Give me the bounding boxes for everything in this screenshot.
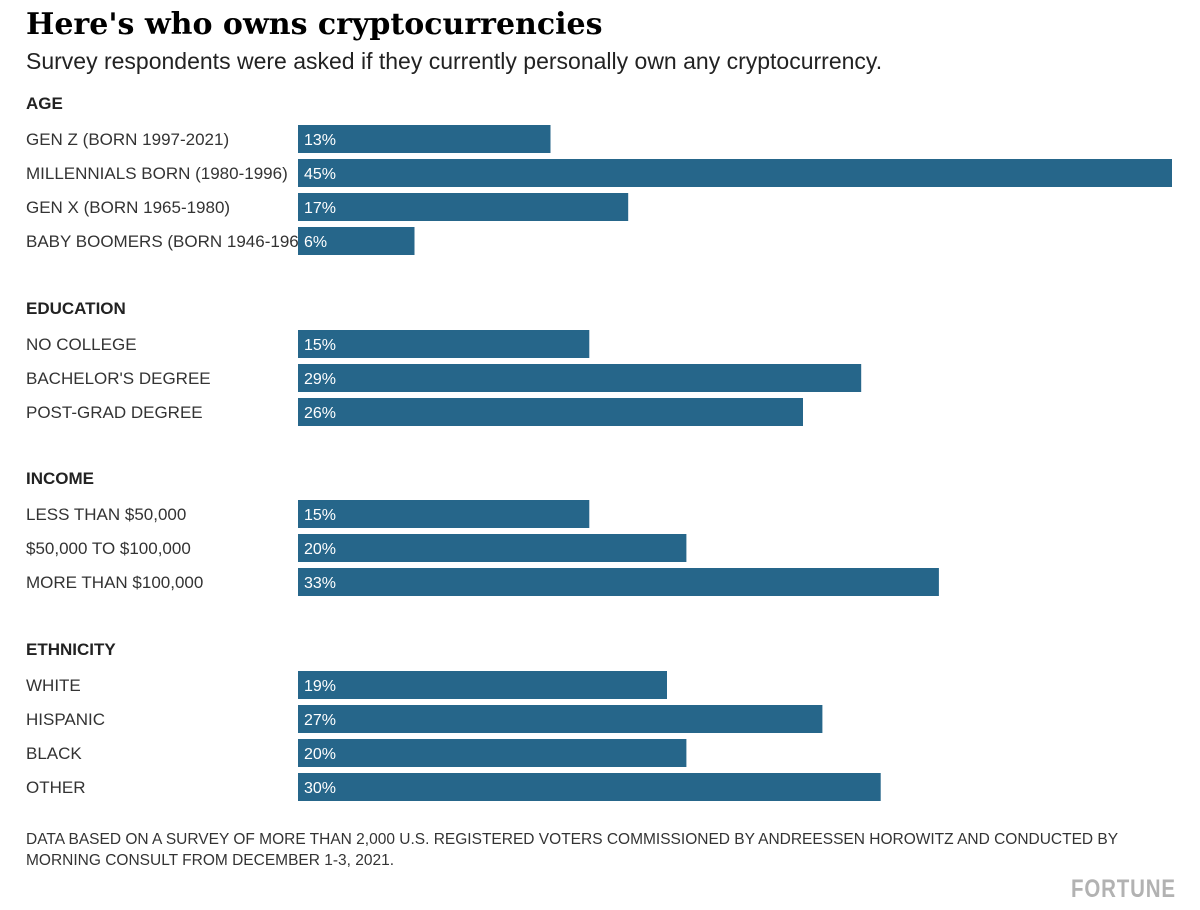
bar xyxy=(298,568,939,596)
category-label: HISPANIC xyxy=(26,710,105,729)
fortune-logo: FORTUNE xyxy=(1071,875,1176,903)
category-label: GEN Z (BORN 1997-2021) xyxy=(26,130,229,149)
bar-chart: AGE GEN Z (BORN 1997-2021) 13% MILLENNIALS … xyxy=(26,94,1172,801)
group-label-ethnicity: ETHNICITY xyxy=(26,640,116,659)
bar xyxy=(298,125,551,153)
bar-value-label: 15% xyxy=(304,507,336,524)
bar-value-label: 15% xyxy=(304,337,336,354)
bar-value-label: 26% xyxy=(304,405,336,422)
bar-group-income: INCOME LESS THAN $50,000 15% $50,000 TO $10… xyxy=(26,469,939,596)
bar xyxy=(298,330,590,358)
chart-subtitle: Survey respondents were asked if they cu… xyxy=(26,48,883,74)
bar-value-label: 30% xyxy=(304,780,336,797)
bar xyxy=(298,193,629,221)
category-label: $50,000 TO $100,000 xyxy=(26,539,191,558)
bar-value-label: 6% xyxy=(304,234,327,251)
category-label: LESS THAN $50,000 xyxy=(26,505,186,524)
category-label: POST-GRAD DEGREE xyxy=(26,403,203,422)
bar-value-label: 17% xyxy=(304,200,336,217)
bar xyxy=(298,534,687,562)
bar xyxy=(298,398,803,426)
bar-value-label: 45% xyxy=(304,166,336,183)
category-label: MILLENNIALS BORN (1980-1996) xyxy=(26,164,288,183)
category-label: BABY BOOMERS (BORN 1946-1964) xyxy=(26,232,314,251)
category-label: GEN X (BORN 1965-1980) xyxy=(26,198,230,217)
bar-value-label: 20% xyxy=(304,541,336,558)
bar xyxy=(298,671,667,699)
source-footnote: DATA BASED ON A SURVEY OF MORE THAN 2,00… xyxy=(26,831,1118,869)
category-label: NO COLLEGE xyxy=(26,335,137,354)
bar xyxy=(298,500,590,528)
bar-value-label: 20% xyxy=(304,746,336,763)
bar-group-age: AGE GEN Z (BORN 1997-2021) 13% MILLENNIALS … xyxy=(26,94,1172,255)
bar-value-label: 29% xyxy=(304,371,336,388)
bar xyxy=(298,159,1172,187)
bar-value-label: 33% xyxy=(304,575,336,592)
bar xyxy=(298,227,415,255)
category-label: BACHELOR'S DEGREE xyxy=(26,369,211,388)
bar-group-education: EDUCATION NO COLLEGE 15% BACHELOR'S DEGREE 2… xyxy=(26,299,862,426)
bar xyxy=(298,773,881,801)
group-label-education: EDUCATION xyxy=(26,299,126,318)
bar-value-label: 27% xyxy=(304,712,336,729)
bar xyxy=(298,705,823,733)
category-label: OTHER xyxy=(26,778,86,797)
bar-value-label: 13% xyxy=(304,132,336,149)
bar xyxy=(298,739,687,767)
bar-value-label: 19% xyxy=(304,678,336,695)
group-label-age: AGE xyxy=(26,94,63,113)
category-label: MORE THAN $100,000 xyxy=(26,573,203,592)
bar-group-ethnicity: ETHNICITY WHITE 19% HISPANIC 27% BLACK 20% OTHE… xyxy=(26,640,881,801)
category-label: BLACK xyxy=(26,744,82,763)
bar xyxy=(298,364,862,392)
category-label: WHITE xyxy=(26,676,81,695)
chart-title: Here's who owns cryptocurrencies xyxy=(26,7,603,42)
group-label-income: INCOME xyxy=(26,469,94,488)
